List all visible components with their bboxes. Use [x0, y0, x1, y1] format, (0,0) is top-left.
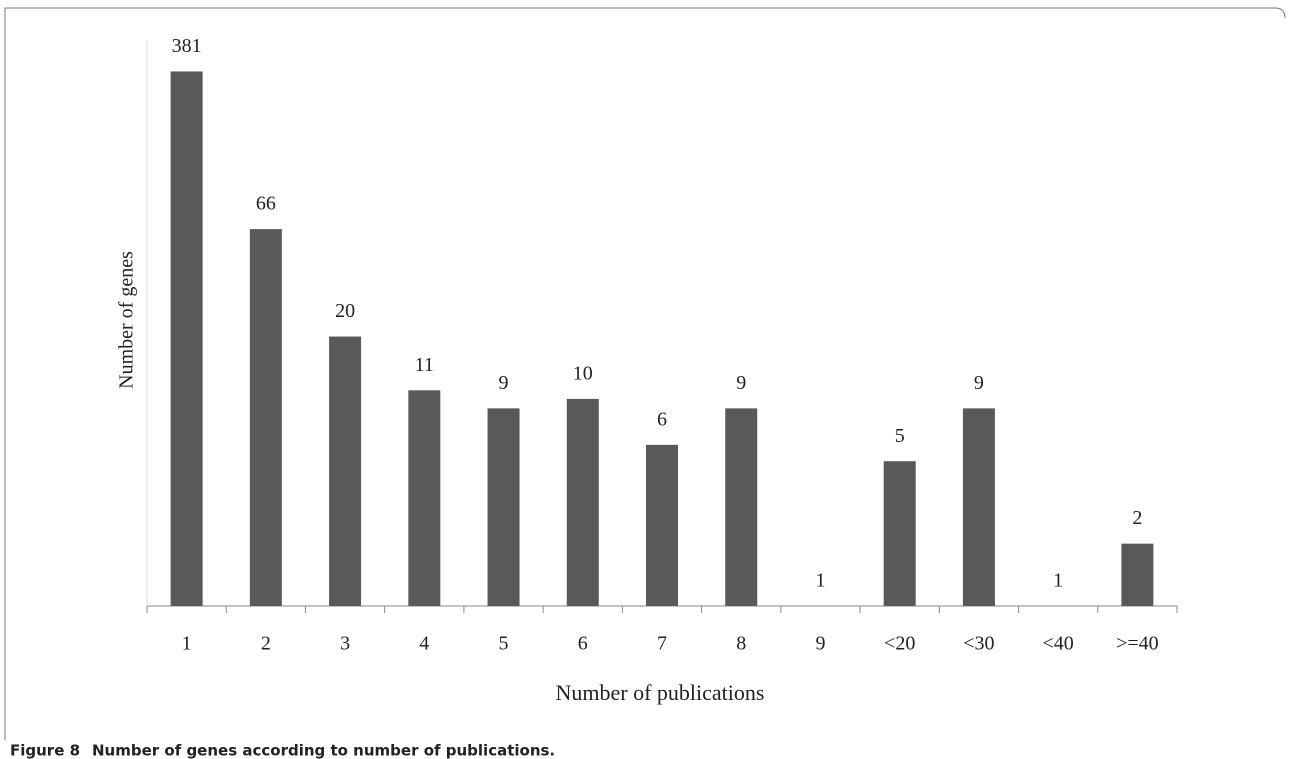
bar	[883, 461, 916, 606]
value-label: 11	[415, 354, 434, 376]
bar	[646, 444, 678, 606]
value-label: 1	[815, 570, 825, 592]
value-label: 1	[1053, 570, 1063, 592]
value-label: 6	[657, 408, 667, 430]
value-label: 9	[736, 372, 746, 394]
x-tick-label: 9	[815, 633, 825, 655]
bar	[487, 408, 520, 606]
x-tick-label: <30	[963, 633, 994, 655]
x-tick-label: 7	[657, 633, 667, 655]
x-tick-label: 4	[419, 633, 429, 655]
bar	[962, 408, 995, 606]
value-label: 2	[1132, 507, 1142, 529]
x-tick-label: >=40	[1116, 633, 1159, 655]
y-axis-label: Number of genes	[116, 251, 138, 389]
bar	[725, 408, 758, 606]
bar	[329, 336, 362, 606]
x-tick-label: 6	[578, 633, 588, 655]
value-label: 66	[256, 193, 276, 215]
value-label: 10	[573, 362, 593, 384]
bar	[408, 390, 441, 606]
bar	[1121, 543, 1154, 606]
caption-label: Figure 8	[10, 742, 80, 759]
x-tick-label: 2	[261, 633, 271, 655]
value-label: 9	[974, 372, 984, 394]
caption-text: Number of genes according to number of p…	[92, 742, 555, 759]
value-label: 5	[895, 425, 905, 447]
x-tick-label: <20	[884, 633, 915, 655]
bar	[170, 71, 203, 606]
x-tick-label: 3	[340, 633, 350, 655]
x-tick-label: 1	[182, 633, 192, 655]
bar	[249, 229, 282, 606]
value-label: 20	[335, 300, 355, 322]
x-axis-label: Number of publications	[556, 680, 765, 705]
x-tick-label: 5	[499, 633, 509, 655]
x-tick-label: 8	[736, 633, 746, 655]
value-label: 381	[172, 35, 202, 57]
value-label: 9	[499, 372, 509, 394]
x-tick-label: <40	[1043, 633, 1074, 655]
bar	[566, 398, 599, 606]
frame	[4, 7, 1286, 740]
